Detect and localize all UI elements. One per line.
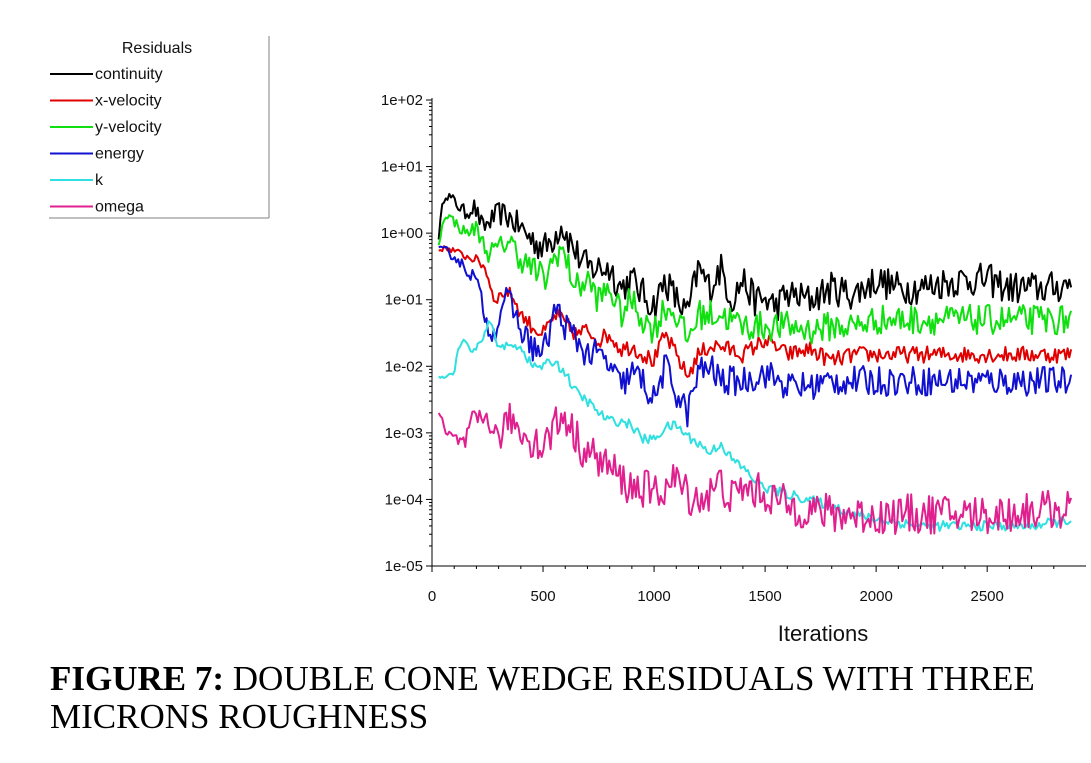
y-tick-label: 1e-01	[385, 292, 423, 309]
series-line-y-velocity	[437, 214, 1073, 345]
figure-caption: FIGURE 7: DOUBLE CONE WEDGE RESIDUALS WI…	[50, 660, 1070, 736]
x-tick-label: 1500	[748, 588, 781, 605]
plot-area	[437, 192, 1073, 535]
x-tick-label: 1000	[637, 588, 670, 605]
y-tick-label: 1e-04	[385, 491, 423, 508]
y-tick-label: 1e+01	[381, 159, 423, 176]
legend-label-k: k	[95, 172, 104, 189]
y-tick-label: 1e+00	[381, 225, 423, 242]
x-tick-label: 500	[531, 588, 556, 605]
legend-label-energy: energy	[95, 146, 144, 163]
x-tick-label: 2500	[970, 588, 1003, 605]
figure-caption-text: DOUBLE CONE WEDGE RESIDUALS WITH THREE M…	[50, 659, 1035, 736]
series-line-k	[438, 320, 1072, 532]
axes: 1e-05 1e-04 1e-03 1e-02 1e-01 1e+00 1e+01 1e+02…	[381, 92, 1086, 605]
figure-caption-label: FIGURE 7:	[50, 659, 225, 698]
y-tick-label: 1e-02	[385, 358, 423, 375]
series-line-omega	[437, 402, 1073, 535]
legend-label-y-velocity: y-velocity	[95, 119, 162, 136]
x-tick-label: 0	[428, 588, 436, 605]
legend-label-omega: omega	[95, 199, 144, 216]
y-tick-label: 1e-05	[385, 558, 423, 575]
series-line-x-velocity	[438, 245, 1073, 378]
series-line-energy	[438, 245, 1073, 428]
legend-label-continuity: continuity	[95, 66, 163, 83]
y-tick-label: 1e-03	[385, 425, 423, 442]
legend: Residuals continuity x-velocity y-velocity…	[49, 36, 270, 219]
legend-title: Residuals	[122, 40, 192, 57]
series-line-continuity	[437, 192, 1073, 322]
y-tick-label: 1e+02	[381, 92, 423, 109]
x-axis-label: Iterations	[778, 621, 869, 646]
x-tick-label: 2000	[859, 588, 892, 605]
legend-label-x-velocity: x-velocity	[95, 93, 162, 110]
